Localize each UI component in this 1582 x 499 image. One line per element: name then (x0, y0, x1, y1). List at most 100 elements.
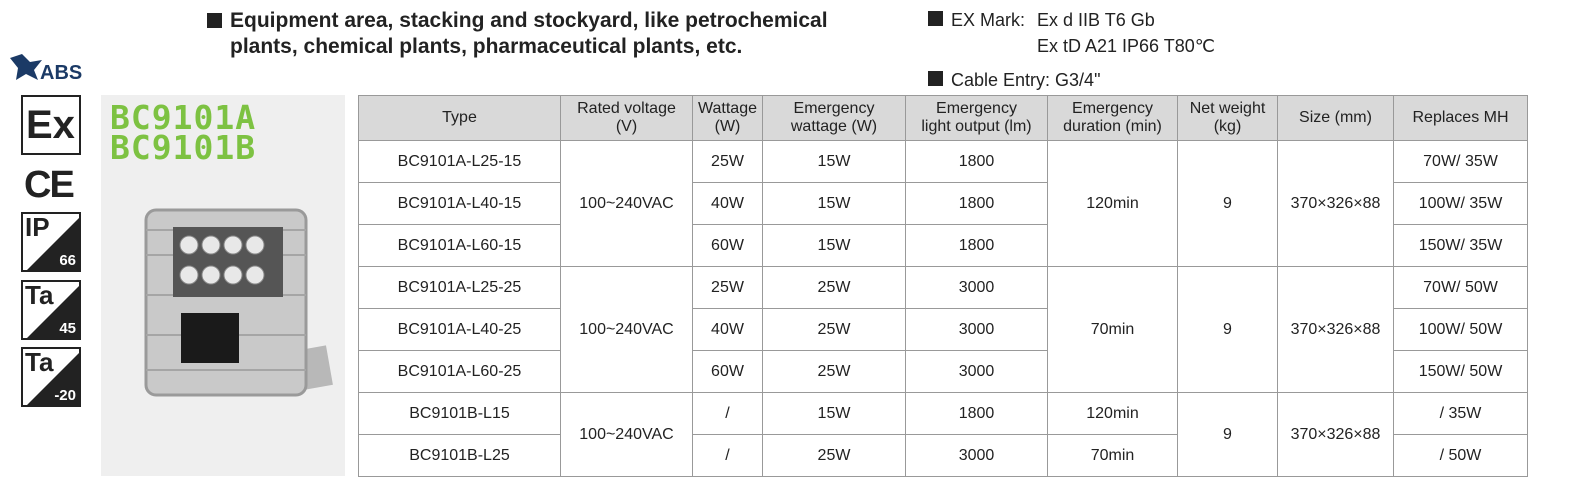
ex-mark-label: EX Mark: (951, 10, 1026, 30)
replaces-cell: 70W/ 50W (1393, 266, 1528, 309)
header-cell: Emergency wattage (W) (762, 95, 906, 141)
wattage-cell: / (692, 434, 763, 477)
header-text: Emergency (1072, 100, 1153, 117)
ip-label: IP (25, 212, 50, 242)
ta-value: -20 (54, 387, 76, 404)
weight-cell: 9 (1177, 140, 1278, 267)
size-cell: 370×326×88 (1277, 140, 1394, 267)
type-cell: BC9101A-L60-25 (358, 350, 561, 393)
application: Equipment area, stacking and stockyard, … (207, 8, 867, 60)
wattage-cell: 25W (692, 266, 763, 309)
duration-cell: 120min (1047, 140, 1178, 267)
spec-table: Type Rated voltage (V) Wattage (W) Emergency w… (358, 95, 1528, 477)
weight-cell: 9 (1177, 266, 1278, 393)
header-text: (V) (615, 118, 638, 135)
abs-emblem (10, 54, 42, 80)
header-text: Size (mm) (1299, 109, 1372, 126)
emergency-wattage-cell: 15W (762, 140, 906, 183)
ta-high-logo: Ta 45 (21, 280, 81, 340)
replaces-cell: / 50W (1393, 434, 1528, 477)
ta-low-logo: Ta -20 (21, 347, 81, 407)
emergency-wattage-cell: 25W (762, 350, 906, 393)
voltage-cell: 100~240VAC (560, 266, 693, 393)
wattage-cell: 60W (692, 224, 763, 267)
size-cell: 370×326×88 (1277, 266, 1394, 393)
light-output-cell: 1800 (905, 224, 1048, 267)
header-text: Type (442, 109, 477, 126)
type-cell: BC9101A-L25-25 (358, 266, 561, 309)
header-cell: Rated voltage (V) (560, 95, 693, 141)
model-name: BC9101B (110, 128, 257, 167)
bullet (207, 13, 222, 28)
replaces-cell: 70W/ 35W (1393, 140, 1528, 183)
light-output-cell: 3000 (905, 266, 1048, 309)
type-cell: BC9101B-L25 (358, 434, 561, 477)
ex-mark-line: Ex d IIB T6 Gb (1037, 10, 1155, 30)
ta-value: 45 (59, 320, 76, 337)
model-name: BC9101A (110, 98, 257, 137)
header-cell: Replaces MH (1393, 95, 1528, 141)
header-text: (W) (714, 118, 741, 135)
table-row: BC9101A-L25-25 100~240VAC 25W 25W 3000 70min 9… (358, 266, 1528, 393)
wattage-cell: 40W (692, 182, 763, 225)
type-cell: BC9101B-L15 (358, 392, 561, 435)
duration-cell: 70min (1047, 434, 1178, 477)
emergency-wattage-cell: 15W (762, 182, 906, 225)
emergency-wattage-cell: 15W (762, 224, 906, 267)
abs-logo: ABS (40, 62, 83, 84)
bullet (928, 11, 943, 26)
header-cell: Net weight (kg) (1177, 95, 1278, 141)
header-text: wattage (W) (790, 118, 878, 135)
header-text: Wattage (698, 100, 757, 117)
ex-logo: Ex (21, 95, 81, 155)
header-text: Emergency (793, 100, 875, 117)
emergency-wattage-cell: 25W (762, 434, 906, 477)
header-text: Net weight (1189, 100, 1266, 117)
table-row: BC9101B-L15 100~240VAC/15W 1800 120min 9 370×… (358, 392, 1528, 477)
wattage-cell: 60W (692, 350, 763, 393)
type-cell: BC9101A-L40-25 (358, 308, 561, 351)
ex-text: Ex (26, 103, 75, 147)
triangle (27, 353, 79, 405)
cable-entry: Cable Entry: G3/4" (928, 70, 1100, 91)
replaces-cell: / 35W (1393, 392, 1528, 435)
header-cell: Emergency light output (lm) (905, 95, 1048, 141)
ip-value: 66 (59, 252, 76, 269)
header-cell: Type (358, 95, 561, 141)
header-text: (kg) (1213, 118, 1242, 135)
header-text: duration (min) (1063, 118, 1162, 135)
ex-mark-line: Ex tD A21 IP66 T80℃ (1037, 36, 1215, 56)
light-output-cell: 3000 (905, 434, 1048, 477)
replaces-cell: 100W/ 35W (1393, 182, 1528, 225)
header-text: Rated voltage (577, 100, 676, 117)
header-text: Replaces MH (1412, 109, 1509, 126)
table-row: BC9101A-L60-15 60W 15W 1800 150W/ 35W (358, 224, 1528, 267)
product-image (144, 208, 333, 397)
header-cell: Size (mm) (1277, 95, 1394, 141)
table-row: BC9101B-L25 /25W 3000 70min / 50W (358, 434, 1528, 477)
light-output-cell: 3000 (905, 308, 1048, 351)
header-row: Type Rated voltage (V) Wattage (W) Emergency w… (358, 95, 1528, 141)
replaces-cell: 150W/ 50W (1393, 350, 1528, 393)
product-panel (101, 95, 345, 476)
table-row: BC9101A-L25-15 100~240VAC 25W 15W 1800 120min… (358, 140, 1528, 267)
ta-label: Ta (25, 280, 54, 310)
wattage-cell: 25W (692, 140, 763, 183)
table-body: BC9101A-L25-15 100~240VAC 25W 15W 1800 120min… (358, 140, 1528, 477)
light-output-cell: 1800 (905, 182, 1048, 225)
type-cell: BC9101A-L25-15 (358, 140, 561, 183)
replaces-cell: 100W/ 50W (1393, 308, 1528, 351)
type-cell: BC9101A-L40-15 (358, 182, 561, 225)
light-output-cell: 1800 (905, 392, 1048, 435)
cable-entry-text: Cable Entry: G3/4" (951, 70, 1101, 90)
size-cell: 370×326×88 (1277, 392, 1394, 477)
application-text: Equipment area, stacking and stockyard, … (230, 9, 828, 58)
replaces-cell: 150W/ 35W (1393, 224, 1528, 267)
duration-cell: 120min (1047, 392, 1178, 435)
wattage-cell: 40W (692, 308, 763, 351)
voltage-cell: 100~240VAC (560, 140, 693, 267)
emergency-wattage-cell: 25W (762, 266, 906, 309)
wattage-cell: / (692, 392, 763, 435)
ip-logo: IP 66 (21, 212, 81, 272)
